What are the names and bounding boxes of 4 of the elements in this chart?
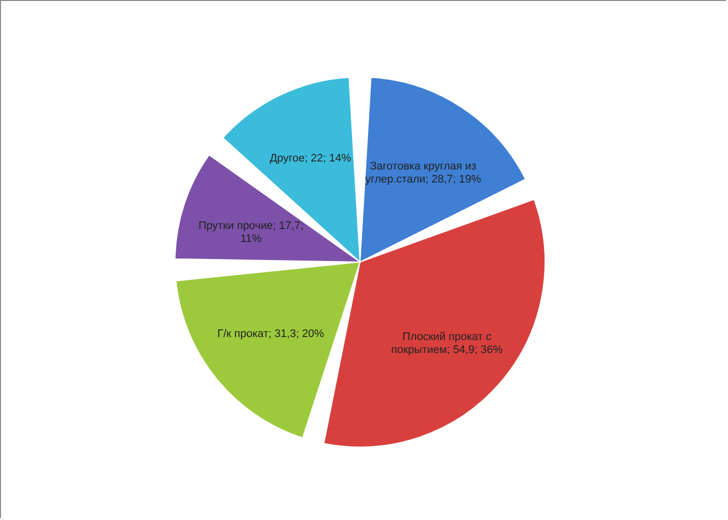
slice-label: Г/к прокат; 31,3; 20% — [217, 328, 324, 340]
slice-label: Прутки прочие; 17,7; 11% — [198, 220, 304, 246]
slice-label: Плоский прокат с покрытием; 54,9; 36% — [391, 330, 503, 356]
slice-label: Другое; 22; 14% — [270, 152, 352, 165]
